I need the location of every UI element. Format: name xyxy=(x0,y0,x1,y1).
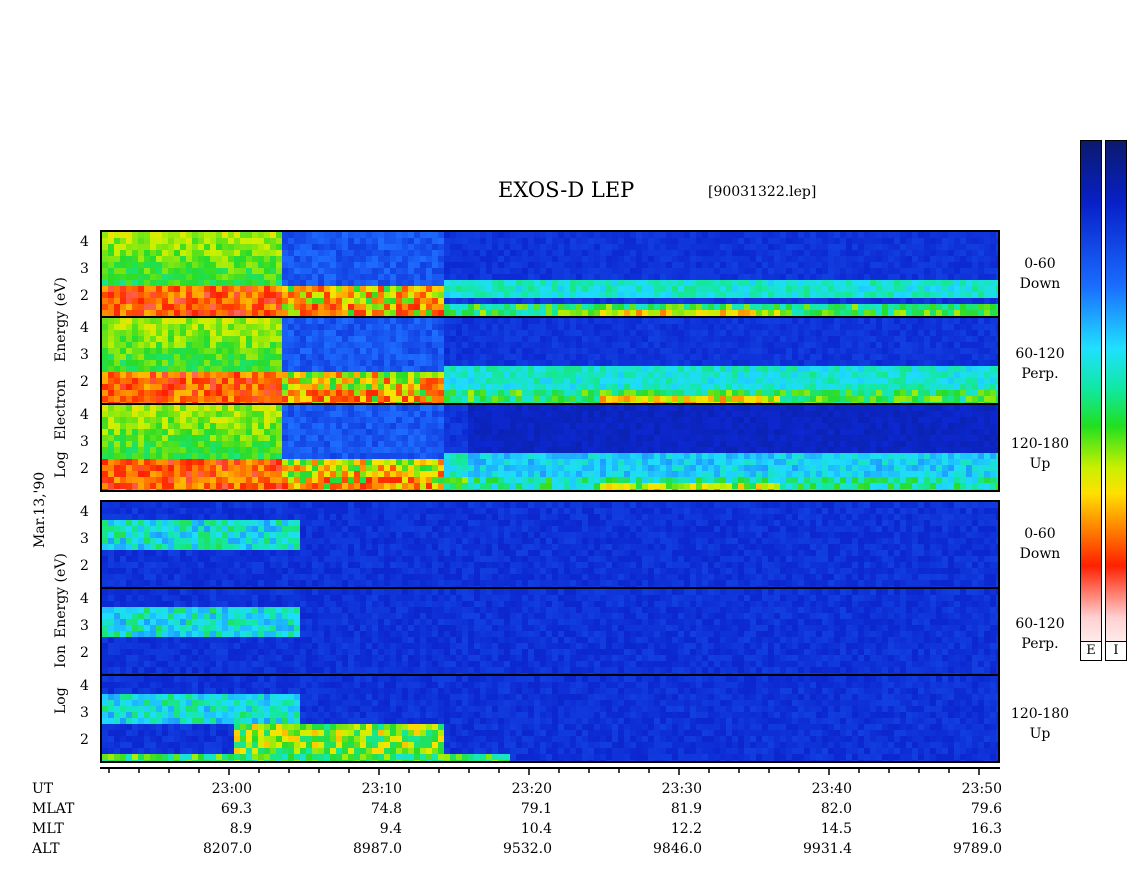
colorbar-label-electron: E xyxy=(1080,641,1102,661)
row-value-mlt: 8.9 xyxy=(229,821,252,837)
electron-ylabel-mid: Electron xyxy=(53,379,69,440)
panel-label: 60-120 Perp. xyxy=(1015,616,1065,652)
ion-ylabel-right: Energy (eV) xyxy=(53,553,69,638)
spectrogram-electron-down xyxy=(100,230,1000,318)
y-tick-label: 4 xyxy=(80,504,89,520)
y-tick-label: 4 xyxy=(80,407,89,423)
spectrogram-ion-perp xyxy=(100,587,1000,676)
row-value-ut: 23:30 xyxy=(661,781,702,797)
ion-ylabel-mid: Ion xyxy=(53,645,69,668)
panel-label: 0-60 Down xyxy=(1019,526,1061,562)
electron-ylabel-right: Energy (eV) xyxy=(53,277,69,362)
row-value-ut: 23:20 xyxy=(511,781,552,797)
row-value-ut: 23:10 xyxy=(361,781,402,797)
y-tick-label: 4 xyxy=(80,320,89,336)
y-tick-label: 2 xyxy=(80,374,89,390)
y-tick-label: 2 xyxy=(80,645,89,661)
spectrogram-electron-perp-svg xyxy=(102,318,998,403)
date-label: Mar.13,'90 xyxy=(32,471,48,548)
row-label-alt: ALT xyxy=(32,841,60,857)
row-value-mlat: 79.1 xyxy=(520,801,552,817)
y-tick-label: 2 xyxy=(80,461,89,477)
colorbar-ion xyxy=(1105,140,1127,660)
y-tick-label: 3 xyxy=(80,347,89,363)
row-value-mlt: 10.4 xyxy=(520,821,552,837)
row-value-alt: 8207.0 xyxy=(203,841,252,857)
row-value-alt: 9789.0 xyxy=(953,841,1002,857)
row-label-ut: UT xyxy=(32,781,54,797)
row-value-alt: 9846.0 xyxy=(653,841,702,857)
y-tick-label: 2 xyxy=(80,558,89,574)
row-value-alt: 9931.4 xyxy=(803,841,852,857)
row-value-mlat: 79.6 xyxy=(970,801,1002,817)
row-label-mlt: MLT xyxy=(32,821,64,837)
y-tick-label: 3 xyxy=(80,618,89,634)
row-value-alt: 8987.0 xyxy=(353,841,402,857)
row-value-mlat: 81.9 xyxy=(670,801,702,817)
y-tick-label: 3 xyxy=(80,705,89,721)
spectrogram-electron-down-svg xyxy=(102,232,998,316)
time-axis xyxy=(100,767,1000,775)
ion-ylabel-left: Log xyxy=(53,687,69,714)
row-value-mlt: 16.3 xyxy=(970,821,1002,837)
spectrogram-ion-down-svg xyxy=(102,502,998,587)
panel-label: 120-180 Up xyxy=(1010,706,1070,742)
y-tick-label: 3 xyxy=(80,434,89,450)
electron-ylabel-left: Log xyxy=(53,451,69,478)
chart-title: EXOS-D LEP xyxy=(498,178,635,202)
row-value-mlat: 82.0 xyxy=(820,801,852,817)
y-tick-label: 4 xyxy=(80,591,89,607)
spectrogram-ion-up-svg xyxy=(102,676,998,761)
row-value-mlat: 74.8 xyxy=(370,801,402,817)
row-value-mlt: 12.2 xyxy=(670,821,702,837)
row-value-ut: 23:00 xyxy=(211,781,252,797)
row-value-mlat: 69.3 xyxy=(220,801,252,817)
panel-label: 120-180 Up xyxy=(1010,436,1070,472)
colorbar-label-ion: I xyxy=(1105,641,1127,661)
y-tick-label: 4 xyxy=(80,678,89,694)
panel-label: 60-120 Perp. xyxy=(1015,346,1065,382)
spectrogram-ion-down xyxy=(100,500,1000,589)
row-value-mlt: 9.4 xyxy=(379,821,402,837)
spectrogram-ion-perp-svg xyxy=(102,589,998,674)
y-tick-label: 2 xyxy=(80,732,89,748)
y-tick-label: 3 xyxy=(80,531,89,547)
row-value-mlt: 14.5 xyxy=(820,821,852,837)
row-label-mlat: MLAT xyxy=(32,801,75,817)
row-value-alt: 9532.0 xyxy=(503,841,552,857)
y-tick-label: 2 xyxy=(80,288,89,304)
spectrogram-electron-perp xyxy=(100,316,1000,405)
spectrogram-electron-up xyxy=(100,403,1000,492)
row-value-ut: 23:50 xyxy=(961,781,1002,797)
spectrogram-ion-up xyxy=(100,674,1000,763)
y-tick-label: 3 xyxy=(80,261,89,277)
colorbar-electron xyxy=(1080,140,1102,660)
row-value-ut: 23:40 xyxy=(811,781,852,797)
file-name: [90031322.lep] xyxy=(708,184,817,200)
spectrogram-electron-up-svg xyxy=(102,405,998,490)
panel-label: 0-60 Down xyxy=(1019,256,1061,292)
y-tick-label: 4 xyxy=(80,234,89,250)
